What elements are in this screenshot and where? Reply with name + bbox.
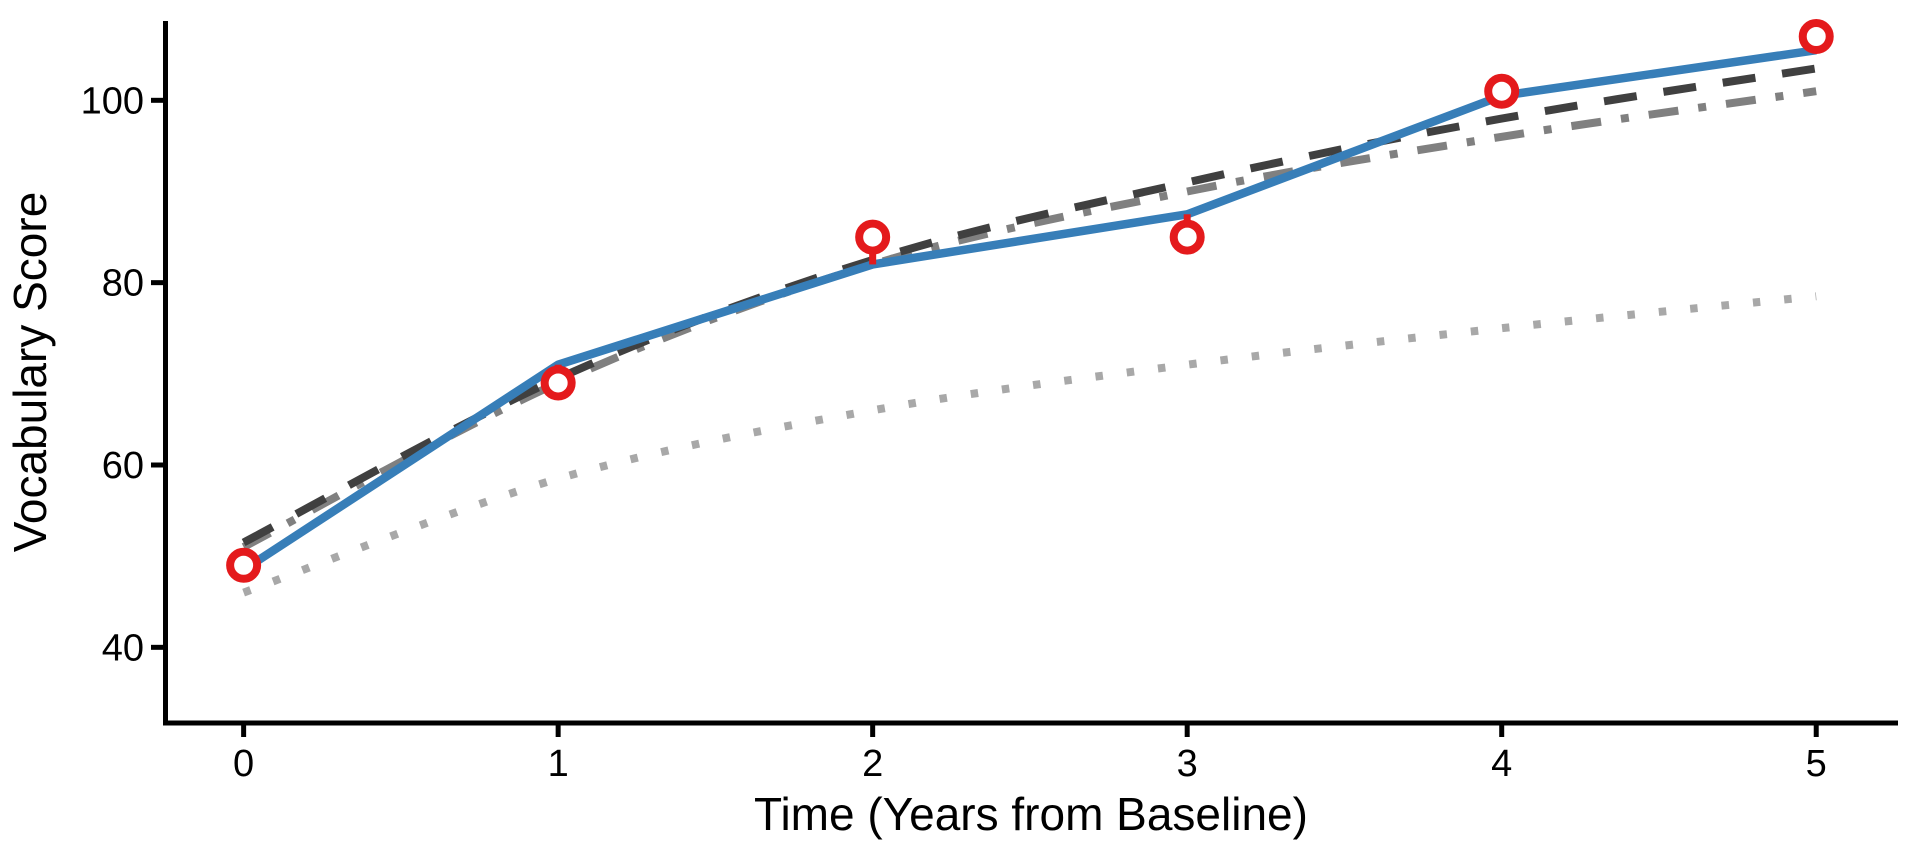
- x-tick-label: 0: [233, 743, 254, 785]
- observed-point-marker: [1484, 73, 1520, 109]
- x-tick-label: 2: [862, 743, 883, 785]
- y-axis-ticks: 40 60 80 100: [81, 80, 165, 669]
- x-axis-title: Time (Years from Baseline): [754, 788, 1308, 840]
- x-tick-label: 4: [1491, 743, 1512, 785]
- axes-layer: 0 1 2 3 4 5 40 60 80 100 Time (Years from Baseli…: [4, 21, 1898, 840]
- x-tick-label: 3: [1177, 743, 1198, 785]
- series-layer: [226, 18, 1834, 597]
- x-axis-ticks: 0 1 2 3 4 5: [233, 723, 1827, 785]
- y-tick-label: 80: [102, 263, 144, 305]
- series-line-population-average-dotted: [242, 292, 1817, 597]
- observed-point-marker: [226, 547, 262, 583]
- observed-point-marker: [855, 219, 891, 255]
- x-tick-label: 5: [1806, 743, 1827, 785]
- y-tick-label: 40: [102, 627, 144, 669]
- y-axis-title: Vocabulary Score: [4, 192, 56, 553]
- y-tick-label: 100: [81, 80, 144, 122]
- observed-point-marker: [540, 365, 576, 401]
- observed-point-marker: [1169, 219, 1205, 255]
- series-line-model-fit-dashdot: [241, 87, 1817, 551]
- series-line-model-fit-dashed: [241, 64, 1817, 547]
- x-tick-label: 1: [548, 743, 569, 785]
- y-tick-label: 60: [102, 445, 144, 487]
- series-line-subject-fit-solid: [241, 45, 1817, 574]
- observed-point-marker: [1798, 18, 1834, 54]
